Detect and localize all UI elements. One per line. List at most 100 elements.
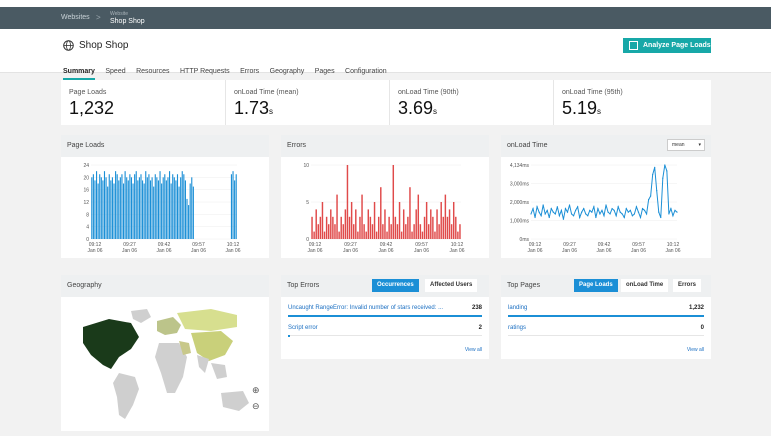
bar xyxy=(386,231,388,239)
stats-panel: Page Loads 1,232 onLoad Time (mean) 1.73… xyxy=(61,80,711,125)
data-point xyxy=(668,213,670,215)
x-tick-date: Jan 06 xyxy=(449,248,464,254)
y-tick-label: 10 xyxy=(303,163,309,169)
onload-time-toggle[interactable]: onLoad Time xyxy=(621,279,669,292)
tab-configuration[interactable]: Configuration xyxy=(345,68,387,75)
y-tick-label: 2,000ms xyxy=(510,200,530,206)
bar xyxy=(119,177,121,239)
error-name[interactable]: Script error xyxy=(288,325,318,331)
tab-pages[interactable]: Pages xyxy=(314,68,335,75)
bar xyxy=(146,177,148,239)
page-name[interactable]: landing xyxy=(508,305,528,311)
bar xyxy=(390,224,392,239)
bar xyxy=(159,171,161,239)
bar xyxy=(124,171,126,239)
bar xyxy=(189,183,191,239)
bar xyxy=(444,194,447,239)
occurrences-toggle[interactable]: Occurrences xyxy=(372,279,419,292)
bar xyxy=(191,177,193,239)
bar xyxy=(121,174,123,239)
bar xyxy=(405,224,407,239)
bar xyxy=(100,177,102,239)
bar xyxy=(175,180,177,239)
bar xyxy=(321,202,324,239)
bar xyxy=(407,216,409,239)
bar xyxy=(348,216,351,239)
tab-resources[interactable]: Resources xyxy=(136,68,170,75)
page-count: 0 xyxy=(700,325,704,331)
list-item[interactable]: landing 1,232 xyxy=(508,303,704,321)
zoom-out-icon[interactable]: ⊖ xyxy=(252,401,260,411)
x-tick-label: 09:27 xyxy=(344,242,357,248)
tab-speed[interactable]: Speed xyxy=(105,68,126,75)
zoom-in-icon[interactable]: ⊕ xyxy=(252,385,260,395)
bar xyxy=(105,177,107,239)
data-point xyxy=(650,195,652,197)
view-all-errors-link[interactable]: View all xyxy=(464,347,482,353)
x-tick-date: Jan 06 xyxy=(414,248,429,254)
view-all-pages-link[interactable]: View all xyxy=(686,347,704,353)
card-top-errors: Top Errors Occurrences Affected Users Un… xyxy=(281,275,489,359)
page-count: 1,232 xyxy=(688,305,704,311)
row-bar xyxy=(288,335,290,337)
bar xyxy=(375,231,378,239)
data-point xyxy=(558,215,560,217)
bar xyxy=(340,216,342,239)
stat-value: 3.69s xyxy=(398,98,438,118)
data-point xyxy=(654,166,656,168)
bar xyxy=(388,216,390,239)
bar xyxy=(394,216,397,239)
error-name[interactable]: Uncaught RangeError: Invalid number of s… xyxy=(288,305,444,311)
data-point xyxy=(635,206,638,208)
page-loads-toggle[interactable]: Page Loads xyxy=(574,279,618,292)
bar xyxy=(413,224,415,239)
page-name[interactable]: ratings xyxy=(508,325,527,331)
bar xyxy=(140,174,142,239)
world-map[interactable] xyxy=(61,297,269,431)
data-point xyxy=(591,211,593,213)
bar xyxy=(323,231,326,239)
analyze-page-loads-button[interactable]: Analyze Page Loads xyxy=(623,38,711,53)
map-southeast-asia xyxy=(211,363,227,379)
x-tick-label: 09:27 xyxy=(123,242,136,248)
affected-users-toggle[interactable]: Affected Users xyxy=(425,279,478,292)
bar xyxy=(173,177,175,239)
x-tick-label: 09:57 xyxy=(192,242,205,248)
tab-geography[interactable]: Geography xyxy=(269,68,305,75)
aggregate-select[interactable]: mean ▾ xyxy=(667,139,705,151)
errors-toggle[interactable]: Errors xyxy=(673,279,702,292)
data-point xyxy=(599,213,601,215)
analyze-label: Analyze Page Loads xyxy=(643,42,711,49)
tab-errors[interactable]: Errors xyxy=(240,68,260,75)
bar xyxy=(409,187,411,239)
bar xyxy=(350,202,353,239)
data-point xyxy=(538,211,540,213)
bar xyxy=(91,177,93,239)
bar xyxy=(180,177,182,239)
card-geography: Geography ⊕ ⊖ xyxy=(61,275,269,431)
bar xyxy=(363,224,365,239)
list-item[interactable]: Uncaught RangeError: Invalid number of s… xyxy=(288,303,482,321)
list-item[interactable]: Script error 2 xyxy=(288,323,482,341)
tab-http-requests[interactable]: HTTP Requests xyxy=(179,68,230,75)
bar xyxy=(108,174,110,239)
bar xyxy=(338,231,340,239)
list-item[interactable]: ratings 0 xyxy=(508,323,704,341)
bar xyxy=(95,171,98,239)
card-title: Page Loads xyxy=(61,135,269,157)
data-point xyxy=(613,209,615,211)
breadcrumb-site[interactable]: Website Shop Shop xyxy=(110,11,145,25)
data-point xyxy=(568,204,571,206)
x-tick-label: 09:57 xyxy=(632,242,645,248)
x-tick-date: Jan 06 xyxy=(562,248,577,254)
bar xyxy=(432,216,434,239)
data-point xyxy=(597,207,599,210)
bar xyxy=(132,183,134,239)
data-point xyxy=(607,211,609,213)
tab-summary[interactable]: Summary xyxy=(63,68,95,80)
bar xyxy=(369,216,372,239)
data-point xyxy=(627,211,629,213)
breadcrumb-websites[interactable]: Websites xyxy=(61,14,90,21)
y-tick-label: 0ms xyxy=(520,237,530,243)
data-point xyxy=(560,209,563,211)
